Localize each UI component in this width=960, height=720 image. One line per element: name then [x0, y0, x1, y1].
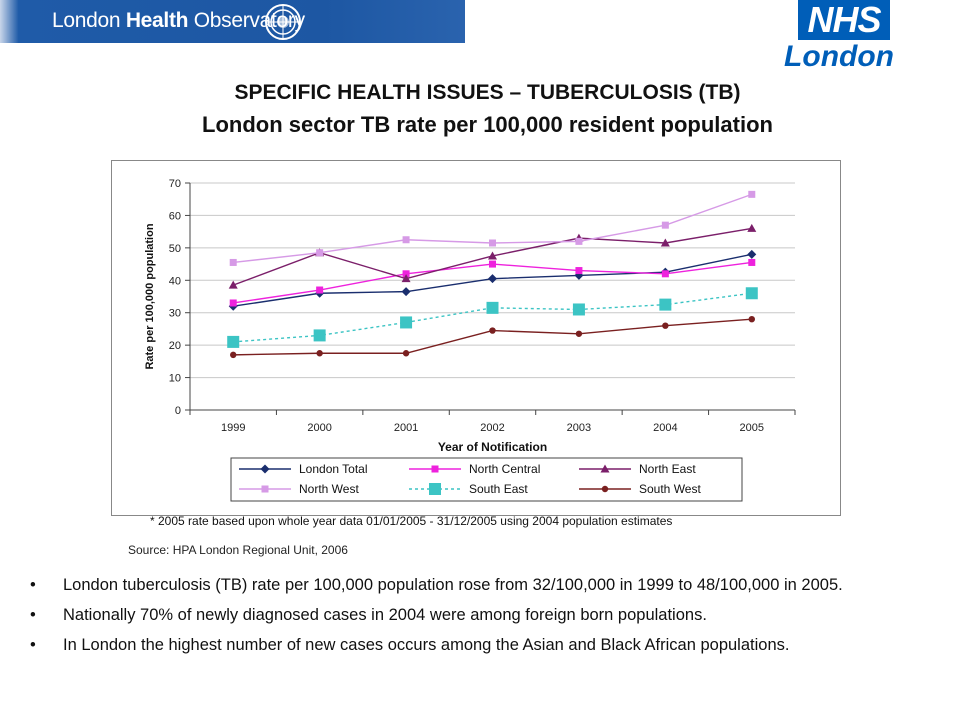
legend-marker-london-total	[260, 464, 270, 474]
legend-marker-south-west	[601, 485, 609, 493]
series-line-south-west	[233, 318, 752, 356]
legend-label-south-east: South East	[469, 482, 528, 496]
legend-label-north-central: North Central	[469, 462, 540, 476]
data-point-south-west	[316, 350, 323, 357]
bullet-item: • In London the highest number of new cas…	[30, 636, 930, 655]
data-point-london-total	[488, 274, 497, 284]
banner-title-bold: Health	[125, 9, 189, 32]
y-axis-title: Rate per 100,000 population	[144, 223, 156, 369]
y-tick-label: 10	[169, 373, 181, 385]
data-point-london-total	[747, 249, 757, 259]
y-tick-label: 50	[169, 243, 181, 255]
x-tick-label: 1999	[221, 422, 245, 434]
legend-label-north-east: North East	[639, 462, 696, 476]
data-point-south-west	[489, 327, 496, 334]
bullet-text: In London the highest number of new case…	[63, 636, 790, 654]
legend-label-south-west: South West	[639, 482, 701, 496]
data-point-north-central	[402, 270, 410, 278]
data-point-north-west	[316, 249, 324, 257]
bullet-marker: •	[30, 576, 36, 594]
page-subtitle: London sector TB rate per 100,000 reside…	[202, 112, 773, 137]
nhs-logo-text: NHS	[807, 0, 881, 40]
data-point-south-east	[227, 335, 240, 348]
data-point-north-west	[402, 236, 410, 244]
data-point-south-east	[659, 298, 672, 311]
banner-title-light: London	[52, 9, 126, 32]
bullet-text: London tuberculosis (TB) rate per 100,00…	[63, 576, 843, 594]
banner-title-end: Observatory	[188, 9, 305, 32]
observatory-logo-icon	[265, 4, 301, 40]
data-point-south-east	[486, 301, 499, 314]
data-point-south-west	[230, 351, 237, 359]
data-point-south-east	[572, 303, 585, 316]
nhs-logo-box: NHS	[798, 0, 890, 40]
data-point-north-east	[488, 251, 497, 260]
data-point-north-east	[228, 280, 238, 289]
chart-footnote: * 2005 rate based upon whole year data 0…	[150, 514, 673, 528]
data-point-north-west	[661, 221, 669, 229]
bullet-text: Nationally 70% of newly diagnosed cases …	[63, 606, 707, 624]
data-point-south-east	[400, 316, 413, 329]
x-tick-label: 2005	[740, 422, 764, 434]
data-point-south-west	[402, 350, 410, 357]
x-tick-label: 2003	[567, 422, 591, 434]
data-point-south-west	[748, 316, 755, 323]
nhs-region-text: London	[784, 40, 894, 73]
data-point-north-central	[748, 258, 756, 266]
data-point-south-east	[313, 329, 326, 342]
bullet-list: • London tuberculosis (TB) rate per 100,0…	[30, 576, 930, 666]
bullet-item: • London tuberculosis (TB) rate per 100,0…	[30, 576, 930, 595]
x-tick-label: 2002	[480, 422, 504, 434]
x-tick-label: 2000	[307, 422, 331, 434]
legend-box	[230, 457, 743, 502]
banner-title: London Health Observatory	[52, 9, 305, 33]
y-tick-label: 0	[175, 405, 181, 417]
x-tick-label: 2004	[653, 422, 677, 434]
data-point-north-central	[316, 286, 324, 294]
legend-marker-north-central	[431, 465, 439, 473]
data-point-north-west	[229, 258, 237, 266]
legend-label-north-west: North West	[299, 482, 359, 496]
y-tick-label: 20	[169, 340, 181, 352]
legend-label-london-total: London Total	[299, 462, 368, 476]
data-point-north-east	[401, 274, 411, 283]
data-point-north-east	[747, 223, 757, 232]
data-point-london-total	[401, 287, 411, 297]
x-tick-label: 2001	[394, 422, 418, 434]
data-point-south-west	[575, 330, 583, 337]
data-point-north-central	[229, 299, 237, 307]
nhs-london-logo: NHS London	[782, 0, 894, 74]
data-point-north-central	[661, 270, 669, 278]
data-point-south-east	[745, 287, 758, 300]
legend-marker-south-east	[429, 483, 441, 495]
data-point-north-west	[489, 239, 496, 247]
series-line-south-east	[233, 292, 752, 343]
tb-rate-chart: 0 10 20 30 40 50 60 70 1999 2000 2001 2002 2003 2004 2…	[111, 160, 841, 516]
data-point-north-east	[660, 238, 670, 247]
data-point-north-central	[489, 260, 496, 268]
legend-marker-north-east	[600, 464, 610, 473]
y-tick-label: 40	[169, 275, 181, 287]
chart-canvas: 0 10 20 30 40 50 60 70 1999 2000 2001 2002 2003 2004 2…	[144, 178, 796, 502]
bullet-marker: •	[30, 606, 36, 624]
y-tick-label: 60	[169, 210, 181, 222]
data-point-north-central	[575, 267, 583, 275]
legend-marker-north-west	[261, 485, 269, 493]
bullet-marker: •	[30, 636, 36, 654]
page-title: SPECIFIC HEALTH ISSUES – TUBERCULOSIS (T…	[234, 81, 741, 104]
data-point-north-west	[748, 190, 756, 198]
bullet-item: • Nationally 70% of newly diagnosed cases…	[30, 606, 930, 625]
y-tick-label: 70	[169, 178, 181, 190]
x-axis-title: Year of Notification	[438, 440, 547, 454]
data-point-south-west	[662, 322, 669, 329]
london-health-observatory-banner: London Health Observatory	[0, 0, 465, 43]
y-tick-label: 30	[169, 308, 181, 320]
data-point-north-west	[575, 237, 583, 245]
source-citation: Source: HPA London Regional Unit, 2006	[128, 543, 348, 557]
